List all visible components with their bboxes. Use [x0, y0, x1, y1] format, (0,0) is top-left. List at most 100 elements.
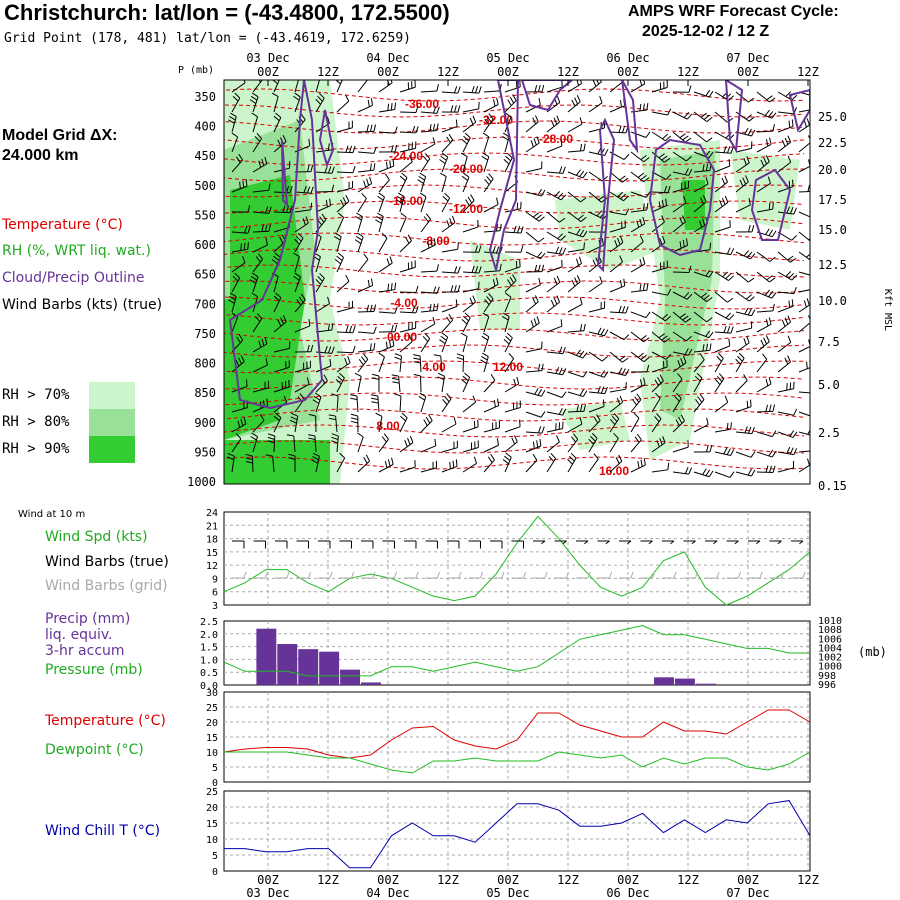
wind-barb	[525, 445, 542, 453]
wind-barb-feather	[455, 299, 458, 307]
wind-barb	[798, 367, 810, 373]
wind-barb-feather	[297, 232, 304, 239]
wind-barb-feather	[663, 185, 668, 193]
wind-barb-feather	[600, 370, 606, 377]
wind-barb-grid-feather	[609, 571, 612, 579]
wind-barb-feather	[803, 120, 807, 128]
wind-barb-feather	[389, 160, 392, 168]
wind-barb	[630, 417, 640, 433]
wind-barb-feather	[504, 455, 511, 461]
wind-barb-feather	[724, 175, 729, 183]
wind-barb-feather	[390, 80, 393, 84]
wind-barb-feather	[331, 433, 339, 437]
wind-barb-feather	[791, 119, 794, 127]
time-tick-label-top: 12Z	[797, 65, 819, 79]
temperature-contour	[224, 264, 805, 278]
wind-barb	[420, 218, 431, 233]
wind-barb-feather	[622, 177, 629, 183]
wind-barb-feather	[363, 457, 368, 464]
wind-barb-feather	[614, 239, 618, 247]
wind-barb	[777, 161, 792, 173]
wind-barb-feather	[769, 137, 772, 145]
wind-barb-feather	[331, 166, 335, 174]
pressure-tick-label: 1000	[187, 475, 216, 489]
wind-barb-feather	[535, 214, 542, 220]
wind-barb-feather	[686, 113, 693, 120]
wind-barb-feather	[441, 332, 448, 338]
wind-barb-feather	[519, 419, 521, 427]
wind-barb	[693, 399, 705, 413]
wind-barb-feather	[533, 212, 540, 218]
wind-barb-feather	[768, 465, 772, 473]
wind-barbs-grid-label: Wind Barbs (grid)	[45, 578, 168, 594]
wind-barb	[798, 289, 810, 293]
wind-barb	[588, 331, 605, 337]
temperature-contour-label: -16.00	[389, 194, 423, 208]
wind-barb-feather	[369, 343, 372, 351]
wind-barb	[231, 185, 248, 193]
wind-barb-feather	[293, 95, 300, 101]
temperature-contour	[224, 344, 805, 358]
wind-barb-feather	[265, 358, 268, 366]
temperature-contour	[224, 168, 805, 182]
wind-barb-grid-feather	[630, 571, 634, 579]
wind-barb-feather	[593, 416, 599, 424]
wind-barb-feather	[245, 460, 253, 464]
wind-barb-feather	[274, 252, 281, 258]
wind-barb-feather	[417, 179, 424, 184]
wind-barb-feather	[319, 272, 325, 279]
wind-barb	[315, 396, 322, 413]
wind-barb	[272, 456, 275, 473]
wind-barb	[462, 336, 468, 353]
wind-barb	[504, 231, 521, 234]
y-tick-label: 1.5	[200, 643, 218, 654]
wind-barb-feather	[391, 374, 399, 377]
wind-barb-feather	[501, 316, 509, 321]
wind-barb	[231, 159, 243, 173]
wind-barb-feather	[261, 224, 264, 232]
wind-barb	[672, 331, 687, 342]
wind-barb-feather	[748, 198, 751, 206]
wind-barb	[798, 271, 810, 276]
wind-barb-feather	[751, 426, 755, 434]
wind-barb-feather	[558, 217, 566, 223]
wind-barb-feather	[613, 413, 620, 419]
wind-barb-feather	[640, 459, 643, 467]
wind-barb-feather	[815, 185, 817, 192]
wind-barb-true-feather	[777, 540, 782, 545]
wind-barb-feather	[259, 414, 265, 421]
wind-barb-feather	[555, 246, 560, 254]
wind-barb	[420, 420, 433, 433]
wind-barb-feather	[432, 123, 436, 131]
wind-barb-feather	[665, 135, 671, 142]
wind-barb-feather	[471, 265, 475, 273]
date-label-top: 05 Dec	[486, 51, 529, 65]
wind-barb-feather	[659, 374, 664, 382]
temperature-contour	[224, 136, 805, 150]
wind-barb-feather	[553, 297, 558, 305]
wind-barb-feather	[401, 412, 408, 419]
wind-barb-feather	[520, 226, 524, 234]
wind-barb	[735, 311, 752, 317]
wind-barb-feather	[625, 382, 627, 390]
wind-barb-feather	[340, 199, 345, 207]
wind-barb-feather	[373, 326, 377, 334]
wind-barb	[483, 336, 490, 353]
wind-barb-feather	[636, 433, 642, 441]
pressure-tick-label: 350	[194, 90, 216, 104]
wind-barb-feather	[242, 180, 245, 188]
wind-barb-feather	[378, 192, 385, 198]
time-tick-label-top: 00Z	[377, 65, 399, 79]
wind-barb-feather	[621, 125, 626, 133]
wind-barb	[441, 197, 451, 213]
wind-barb-feather	[582, 230, 588, 238]
wind-barb	[693, 91, 710, 98]
wind-barb-feather	[537, 363, 541, 372]
wind-barb-feather	[397, 192, 405, 197]
wind-barb-feather	[277, 319, 282, 327]
wind-barb	[546, 351, 563, 355]
wind-barb-feather	[234, 92, 241, 99]
wind-barb-feather	[562, 408, 567, 416]
wind-barb-feather	[465, 199, 470, 206]
wind-barb	[273, 386, 290, 393]
